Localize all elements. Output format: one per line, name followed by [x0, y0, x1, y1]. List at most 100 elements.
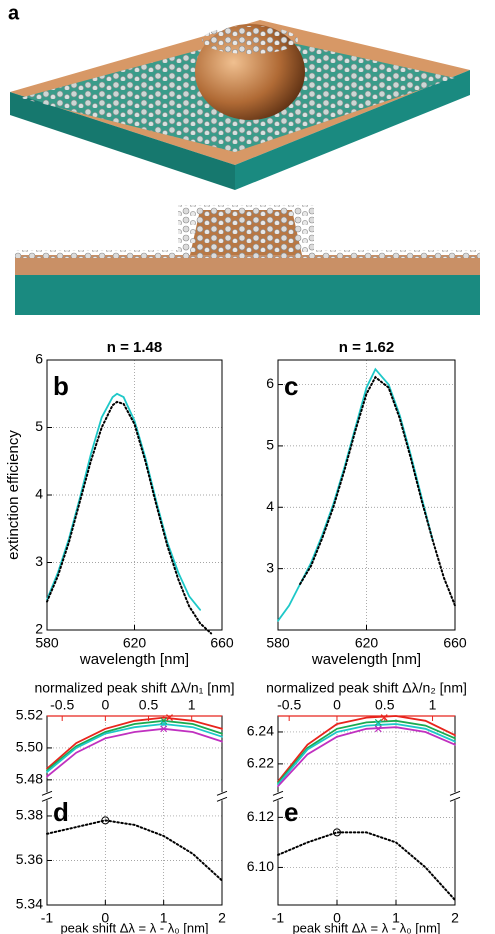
y-tick-label: 5.52 [16, 707, 43, 723]
x-tick-label: 580 [35, 635, 59, 651]
marker [166, 714, 173, 722]
y-tick-label: 6.12 [247, 808, 274, 824]
y-tick-label: 6 [35, 351, 43, 367]
y-tick-label: 3 [266, 559, 274, 575]
line-series [46, 392, 201, 611]
x-tick-label: 620 [355, 635, 379, 651]
break-mark [272, 796, 284, 802]
plot-frame [277, 359, 456, 631]
panel-label: e [284, 797, 298, 827]
marker [374, 725, 382, 733]
y-tick-label: 6.24 [247, 723, 274, 739]
break-mark [449, 796, 461, 802]
chart-title: n = 1.48 [107, 339, 162, 356]
x2-tick-label: 1 [188, 697, 196, 713]
panel-label: d [53, 797, 69, 827]
x-tick-label: 0 [333, 910, 341, 926]
x2-tick-label: 0 [101, 697, 109, 713]
line-series [46, 716, 223, 770]
break-mark [449, 790, 461, 796]
x2-axis-label: normalized peak shift Δλ/n₂ [nm] [266, 680, 467, 696]
x-axis-label: peak shift Δλ = λ - λ₀ [nm] [60, 920, 208, 934]
x2-tick-label: 1 [429, 697, 437, 713]
line-series [277, 726, 456, 788]
panel-a-illustration: a [8, 2, 480, 315]
x-tick-label: 660 [210, 635, 234, 651]
y-tick-label: 5.36 [16, 851, 43, 867]
axis-break [219, 792, 225, 801]
x-tick-label: 580 [266, 635, 290, 651]
y-tick-label: 5.34 [16, 896, 43, 912]
particles [178, 205, 314, 255]
y-axis-label: extinction efficiency [5, 430, 22, 560]
x2-tick-label: 0.5 [139, 697, 159, 713]
chart-title: n = 1.62 [339, 339, 394, 356]
break-mark [216, 796, 228, 802]
line-series [277, 831, 456, 901]
line-series [46, 400, 213, 635]
line-series [46, 727, 223, 778]
x-axis-label: peak shift Δλ = λ - λ₀ [nm] [292, 920, 440, 934]
x2-tick-label: 0.5 [375, 697, 395, 713]
y-tick-label: 5.50 [16, 739, 43, 755]
marker [101, 816, 110, 825]
particles [15, 250, 480, 258]
y-tick-label: 5 [35, 418, 43, 434]
y-tick-label: 5.48 [16, 771, 43, 787]
x-tick-label: 1 [160, 910, 168, 926]
y-tick-label: 2 [35, 621, 43, 637]
panel-label: c [284, 371, 298, 401]
x-tick-label: 620 [123, 635, 147, 651]
marker [380, 714, 388, 722]
break-mark [41, 796, 53, 802]
plot-frame [46, 715, 223, 906]
x-axis-label: wavelength [nm] [79, 651, 189, 668]
plot-frame [46, 359, 223, 631]
x2-tick-label: -0.5 [50, 697, 74, 713]
axis-break [275, 792, 281, 801]
copper-layer [15, 255, 480, 275]
break-mark [216, 790, 228, 796]
x-tick-label: -1 [41, 910, 54, 926]
y-tick-label: 6.22 [247, 755, 274, 771]
marker [374, 718, 382, 726]
break-mark [272, 790, 284, 796]
axis-break [452, 792, 458, 801]
marker [160, 725, 168, 733]
line-series [46, 719, 223, 772]
plot-frame [277, 715, 456, 906]
line-series [277, 723, 456, 786]
break-mark [41, 790, 53, 796]
line-series [277, 715, 456, 783]
line-series [46, 819, 223, 882]
x-tick-label: 0 [101, 910, 109, 926]
y-tick-label: 5 [266, 437, 274, 453]
x-tick-label: 1 [392, 910, 400, 926]
line-series [46, 723, 223, 773]
x-tick-label: 2 [451, 910, 459, 926]
block-side [235, 70, 470, 190]
line-series [277, 719, 456, 784]
substrate [15, 275, 480, 315]
x2-tick-label: 0 [333, 697, 341, 713]
y-tick-label: 6.10 [247, 858, 274, 874]
x-tick-label: 2 [218, 910, 226, 926]
panel-label: b [53, 371, 69, 401]
y-tick-label: 5.38 [16, 807, 43, 823]
x-tick-label: -1 [272, 910, 285, 926]
y-tick-label: 6 [266, 375, 274, 391]
x-tick-label: 660 [443, 635, 467, 651]
axis-break [44, 792, 50, 801]
x2-tick-label: -0.5 [277, 697, 301, 713]
marker [333, 828, 341, 837]
block-side [10, 92, 235, 190]
y-tick-label: 3 [35, 553, 43, 569]
line-series [299, 375, 456, 607]
panel-label: a [8, 2, 20, 24]
x-axis-label: wavelength [nm] [311, 651, 421, 668]
y-tick-label: 4 [35, 486, 43, 502]
x2-axis-label: normalized peak shift Δλ/n₁ [nm] [34, 680, 234, 696]
y-tick-label: 4 [266, 498, 274, 514]
particles [202, 26, 298, 54]
